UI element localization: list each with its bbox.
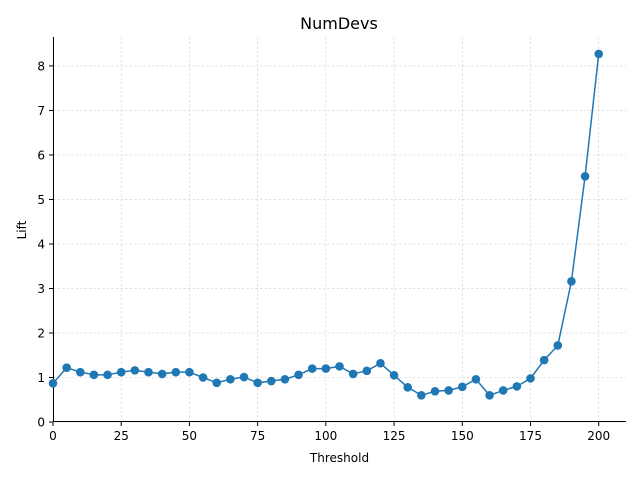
data-point (444, 386, 453, 395)
y-tick-label: 4 (37, 237, 45, 251)
data-point (553, 341, 563, 350)
data-point (89, 370, 99, 380)
y-tick-label: 3 (37, 282, 45, 296)
data-point (253, 378, 262, 388)
y-tick-label: 5 (37, 193, 45, 207)
data-point (539, 355, 549, 365)
data-point (403, 382, 413, 392)
data-point (103, 370, 112, 380)
x-tick-label: 125 (383, 429, 406, 443)
x-tick-label: 50 (182, 429, 197, 443)
x-tick-label: 150 (451, 429, 474, 443)
data-point (307, 364, 317, 373)
x-tick-label: 100 (314, 429, 337, 443)
data-point (130, 366, 140, 375)
data-point (157, 369, 167, 379)
data-point (75, 367, 85, 377)
data-point (144, 367, 153, 377)
data-point (321, 364, 331, 373)
data-point (266, 376, 276, 386)
x-tick-label: 25 (114, 429, 129, 443)
data-series (48, 49, 604, 400)
data-point (280, 374, 290, 384)
data-point (580, 172, 590, 181)
y-tick-label: 0 (37, 416, 45, 430)
data-point (239, 372, 249, 382)
data-point (498, 386, 508, 395)
data-point (430, 386, 440, 396)
x-tick-label: 175 (519, 429, 542, 443)
data-point (198, 373, 208, 382)
data-point (471, 374, 481, 384)
data-point (389, 370, 399, 380)
data-point (335, 362, 344, 371)
x-tick-label: 200 (587, 429, 610, 443)
data-point (362, 366, 372, 376)
data-point (212, 378, 222, 388)
x-tick-label: 75 (250, 429, 265, 443)
data-point (185, 367, 194, 377)
y-tick-label: 1 (37, 371, 45, 385)
data-point (376, 358, 385, 368)
data-point (62, 363, 71, 372)
y-tick-label: 7 (37, 104, 45, 118)
data-point (417, 390, 426, 400)
data-point (594, 49, 604, 59)
data-point (485, 390, 494, 400)
data-point (526, 374, 535, 383)
x-tick-label: 0 (49, 429, 57, 443)
data-point (171, 367, 181, 377)
x-axis-label: Threshold (309, 451, 369, 465)
y-tick-label: 2 (37, 326, 45, 340)
data-point (348, 369, 358, 379)
axis-ticks: 0 25 50 75 100 125 150 175 200 0 1 2 3 4 5 6 7 8 (37, 59, 610, 443)
data-point (116, 367, 126, 377)
y-axis-label: Lift (15, 220, 29, 239)
data-point (512, 382, 522, 391)
data-point (48, 378, 58, 388)
y-tick-label: 8 (37, 59, 45, 73)
chart-title: NumDevs (300, 14, 378, 33)
data-point (457, 382, 467, 392)
data-point (294, 370, 303, 380)
data-point (226, 374, 235, 384)
data-point (567, 277, 576, 286)
y-tick-label: 6 (37, 148, 45, 162)
